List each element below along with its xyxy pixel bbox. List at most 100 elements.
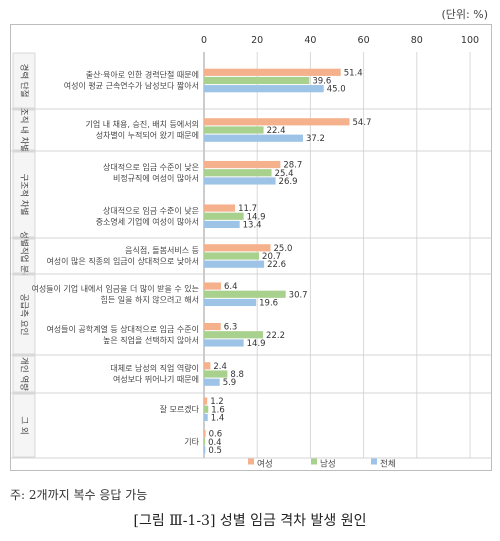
item-label: 잘 모르겠다 xyxy=(160,404,200,414)
legend-swatch xyxy=(311,458,317,465)
group-label-box xyxy=(12,151,36,238)
group-label-box xyxy=(12,238,36,274)
group-label: 그 외 xyxy=(19,416,30,434)
data-label: 51.4 xyxy=(344,68,363,78)
x-tick-label: 60 xyxy=(358,35,370,46)
group-label: 조직 내 차별 xyxy=(19,108,30,153)
bar-전체 xyxy=(204,220,240,229)
bar-전체 xyxy=(204,446,206,454)
item-label: 대체로 남성의 직업 역량이 xyxy=(110,363,199,373)
x-tick-label: 100 xyxy=(461,35,479,46)
data-label: 37.2 xyxy=(306,134,325,144)
bar-남성 xyxy=(204,290,286,298)
data-label: 25.0 xyxy=(274,244,293,254)
item-label: 상대적으로 임금 수준이 낮은 xyxy=(103,162,199,172)
data-label: 11.7 xyxy=(238,204,257,214)
data-label: 45.0 xyxy=(327,85,346,95)
bar-여성 xyxy=(204,68,341,76)
item-label: 여성보다 뛰어나기 때문에 xyxy=(113,374,199,384)
bar-여성 xyxy=(204,204,236,212)
group-label: 구조적 차별 xyxy=(19,174,30,216)
group-label-box xyxy=(12,52,36,109)
bar-남성 xyxy=(204,169,272,177)
bar-여성 xyxy=(204,244,271,252)
data-label: 54.7 xyxy=(353,118,372,128)
bar-여성 xyxy=(204,397,208,405)
x-tick-label: 20 xyxy=(251,35,263,46)
figure-caption: [그림 Ⅲ-1-3] 성별 임금 격차 발생 원인 xyxy=(133,513,367,529)
bar-남성 xyxy=(204,126,264,134)
legend-swatch xyxy=(248,458,254,465)
item-label: 여성들이 공학계열 등 상대적으로 임금 수준이 xyxy=(46,324,199,334)
bar-전체 xyxy=(204,177,276,185)
data-label: 6.3 xyxy=(224,323,238,333)
bar-여성 xyxy=(204,429,206,438)
item-label: 힘든 일을 하지 않으려고 해서 xyxy=(101,294,200,304)
item-label: 높은 직업을 선택하지 않아서 xyxy=(103,335,199,345)
data-label: 2.4 xyxy=(213,362,227,372)
bar-남성 xyxy=(204,252,260,260)
data-label: 22.6 xyxy=(267,260,286,270)
data-label: 0.4 xyxy=(208,438,222,448)
item-label: 성차별이 누적되어 왔기 때문에 xyxy=(96,130,199,140)
data-label: 8.8 xyxy=(230,370,244,380)
bar-여성 xyxy=(204,322,221,331)
data-label: 0.5 xyxy=(208,446,222,456)
item-label: 출산·육아로 인한 경력단절 때문에 xyxy=(86,70,199,80)
item-label: 중소영세 기업에 여성이 많아서 xyxy=(96,216,199,226)
legend-label: 전체 xyxy=(380,459,396,470)
group-label: 경력 단절 xyxy=(19,64,30,98)
bar-남성 xyxy=(204,76,310,85)
unit-label: (단위: %) xyxy=(441,8,488,21)
bar-남성 xyxy=(204,212,244,220)
data-label: 19.6 xyxy=(259,298,278,308)
bar-남성 xyxy=(204,438,206,446)
item-label: 음식점, 돌봄서비스 등 xyxy=(125,245,199,255)
bar-여성 xyxy=(204,118,350,126)
item-label: 기업 내 채용, 승진, 배치 등에서의 xyxy=(86,119,199,129)
group-label-box xyxy=(12,109,36,151)
group-label-box xyxy=(12,274,36,355)
bar-여성 xyxy=(204,282,222,290)
chart-frame: 0 20 40 60 80 100 경력 단절 출산·육아로 인한 경력단절 때문에 여성이 평… xyxy=(10,24,492,471)
bar-전체 xyxy=(204,134,303,142)
group-label: 성별직업 분리 xyxy=(19,231,30,281)
data-label: 20.7 xyxy=(262,252,281,262)
data-label: 6.4 xyxy=(224,282,238,292)
data-label: 1.2 xyxy=(210,397,224,407)
item-label: 비정규직에 여성이 많아서 xyxy=(113,173,199,183)
legend-swatch xyxy=(371,458,377,465)
data-label: 5.9 xyxy=(223,378,237,388)
item-label: 기타 xyxy=(184,437,199,446)
data-label: 30.7 xyxy=(289,290,308,300)
x-tick-label: 80 xyxy=(411,35,423,46)
bar-여성 xyxy=(204,160,281,169)
group-label-box xyxy=(12,355,36,393)
bar-남성 xyxy=(204,331,264,339)
item-label: 여성이 많은 직종의 임금이 상대적으로 낮아서 xyxy=(46,256,199,266)
legend-label: 여성 xyxy=(257,459,273,470)
x-tick-label: 40 xyxy=(304,35,316,46)
bar-전체 xyxy=(204,298,257,307)
data-label: 0.6 xyxy=(209,430,223,440)
bar-전체 xyxy=(204,378,220,386)
item-label: 여성들이 기업 내에서 임금을 더 많이 받을 수 있는 xyxy=(31,283,199,293)
item-label: 상대적으로 임금 수준이 낮은 xyxy=(103,205,199,215)
data-label: 22.4 xyxy=(267,126,286,136)
data-label: 1.6 xyxy=(211,405,225,415)
data-label: 39.6 xyxy=(312,77,331,87)
data-label: 28.7 xyxy=(283,161,302,171)
bar-전체 xyxy=(204,85,324,93)
data-label: 14.9 xyxy=(247,212,266,222)
group-label-box xyxy=(12,393,36,458)
data-label: 26.9 xyxy=(279,177,298,187)
data-label: 1.4 xyxy=(211,413,225,423)
bar-전체 xyxy=(204,339,244,347)
bar-남성 xyxy=(204,370,228,378)
footnote: 주: 2개까지 복수 응답 가능 xyxy=(10,488,148,502)
x-tick-label: 0 xyxy=(201,35,207,46)
data-label: 14.9 xyxy=(247,339,266,349)
bar-여성 xyxy=(204,362,211,370)
legend-label: 남성 xyxy=(320,460,336,470)
